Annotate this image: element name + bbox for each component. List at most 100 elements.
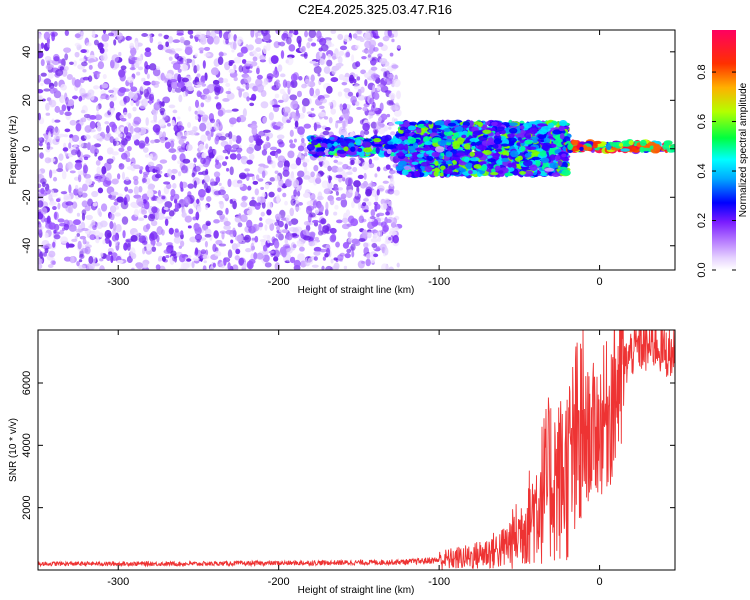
spectrogram-x-tick-label: -100 <box>428 276 450 288</box>
heatmap-blob <box>261 170 266 179</box>
heatmap-blob <box>358 238 366 242</box>
heatmap-blob <box>163 206 169 211</box>
heatmap-blob <box>312 94 318 98</box>
heatmap-blob <box>307 257 314 265</box>
heatmap-blob <box>125 176 130 182</box>
heatmap-blob <box>384 134 392 141</box>
heatmap-blob <box>196 198 200 205</box>
heatmap-blob <box>213 230 219 239</box>
heatmap-blob <box>501 143 509 147</box>
heatmap-blob <box>222 194 229 199</box>
heatmap-blob <box>319 58 325 66</box>
heatmap-blob <box>304 152 308 157</box>
heatmap-blob <box>285 214 291 222</box>
heatmap-blob <box>188 208 194 215</box>
heatmap-blob <box>384 247 389 256</box>
heatmap-blob <box>275 122 284 127</box>
heatmap-blob <box>96 166 101 175</box>
heatmap-blob <box>186 258 192 262</box>
heatmap-blob <box>53 234 61 240</box>
heatmap-blob <box>382 180 389 184</box>
heatmap-blob <box>250 124 258 130</box>
heatmap-blob <box>276 134 285 140</box>
heatmap-blob <box>315 88 320 96</box>
heatmap-blob <box>373 143 383 147</box>
heatmap-blob <box>217 56 224 66</box>
heatmap-blob <box>103 42 109 49</box>
heatmap-blob <box>342 103 348 110</box>
heatmap-blob <box>196 81 204 85</box>
colorbar-ticks: 0.00.20.40.60.8 <box>696 64 736 278</box>
heatmap-blob <box>330 233 337 242</box>
heatmap-blob <box>445 160 453 166</box>
heatmap-blob <box>231 134 237 142</box>
heatmap-blob <box>322 130 330 136</box>
heatmap-blob <box>237 222 243 228</box>
heatmap-blob <box>524 170 534 177</box>
heatmap-blob <box>427 156 434 161</box>
heatmap-blob <box>109 205 117 214</box>
heatmap-blob <box>61 68 68 77</box>
heatmap-blob <box>138 235 147 244</box>
heatmap-blob <box>206 196 212 202</box>
heatmap-blob <box>393 189 400 196</box>
heatmap-blob <box>467 163 472 170</box>
heatmap-blob <box>156 212 165 220</box>
heatmap-blob <box>290 218 299 225</box>
heatmap-blob <box>349 157 356 161</box>
heatmap-blob <box>74 159 82 164</box>
heatmap-blob <box>312 62 319 67</box>
heatmap-blob <box>279 88 285 95</box>
heatmap-blob <box>362 122 370 132</box>
heatmap-blob <box>519 170 526 175</box>
heatmap-blob <box>106 133 112 138</box>
heatmap-blob <box>159 137 166 144</box>
heatmap-blob <box>532 138 538 144</box>
heatmap-blob <box>319 49 323 57</box>
heatmap-blob <box>309 150 317 155</box>
heatmap-blob <box>498 170 504 174</box>
heatmap-blob <box>87 75 93 82</box>
heatmap-blob <box>223 220 231 227</box>
heatmap-blob <box>92 224 97 231</box>
heatmap-blob <box>381 263 389 270</box>
heatmap-blob <box>357 147 363 153</box>
heatmap-blob <box>194 247 199 256</box>
heatmap-blob <box>109 213 115 221</box>
heatmap-blob <box>340 198 348 208</box>
heatmap-blob <box>181 77 190 83</box>
heatmap-blob <box>267 155 272 164</box>
heatmap-blob <box>127 112 132 119</box>
heatmap-blob <box>104 237 110 244</box>
heatmap-blob <box>271 160 276 169</box>
heatmap-blob <box>396 90 401 100</box>
heatmap-blob <box>327 143 333 148</box>
heatmap-blob <box>196 90 202 98</box>
heatmap-blob <box>40 187 45 195</box>
heatmap-blob <box>109 101 115 109</box>
heatmap-blob <box>327 165 332 172</box>
heatmap-blob <box>193 157 197 163</box>
heatmap-blob <box>104 229 112 239</box>
heatmap-blob <box>178 94 183 103</box>
heatmap-blob <box>380 68 388 72</box>
heatmap-blob <box>120 200 129 210</box>
heatmap-blob <box>151 206 158 213</box>
heatmap-blob <box>60 236 68 244</box>
heatmap-blob <box>360 182 367 189</box>
heatmap-blob <box>470 141 477 147</box>
heatmap-blob <box>266 73 274 80</box>
heatmap-blob <box>155 242 163 247</box>
heatmap-blob <box>398 160 408 166</box>
heatmap-blob <box>250 30 255 38</box>
heatmap-blob <box>74 33 81 39</box>
snr-series <box>38 330 675 570</box>
heatmap-blob <box>249 102 255 107</box>
heatmap-blob <box>339 45 348 51</box>
heatmap-blob <box>74 51 80 58</box>
heatmap-blob <box>172 109 178 114</box>
heatmap-blob <box>260 186 265 190</box>
heatmap-blob <box>251 93 257 101</box>
heatmap-blob <box>363 72 371 79</box>
